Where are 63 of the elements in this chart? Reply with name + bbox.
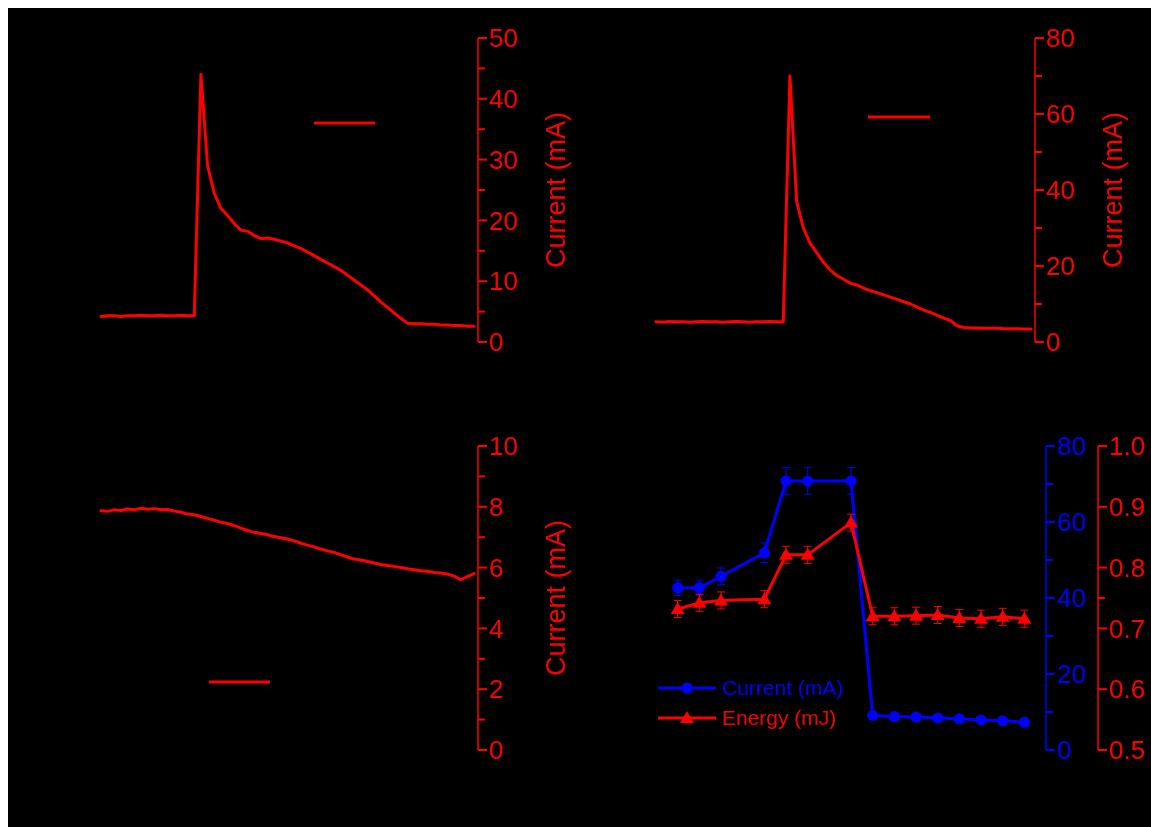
y-tick-label: 20 [1057, 659, 1086, 690]
y-tick-label: 0 [489, 327, 504, 358]
y-tick-label: 80 [1046, 23, 1075, 54]
point [865, 609, 880, 622]
point [1018, 716, 1030, 728]
point [997, 715, 1009, 727]
point [670, 601, 685, 614]
line-series [99, 72, 476, 328]
y-tick-label: 40 [1057, 583, 1086, 614]
point [867, 709, 879, 721]
y-tick-label: 20 [489, 205, 518, 236]
point [1017, 611, 1032, 624]
point [995, 609, 1010, 622]
y-tick-label: 8 [489, 491, 504, 522]
y-tick-label: 10 [489, 266, 518, 297]
point [802, 475, 814, 487]
point [715, 570, 727, 582]
point [887, 609, 902, 622]
y-tick-label: 60 [1046, 99, 1075, 130]
point [757, 592, 772, 605]
point [758, 547, 770, 559]
point [779, 547, 793, 560]
line-series [654, 74, 1033, 331]
point [952, 611, 967, 624]
point [910, 711, 922, 723]
point [780, 475, 792, 487]
point [909, 608, 923, 621]
point [844, 515, 858, 528]
y-tick-label: 0 [489, 735, 504, 766]
y-axis-title: Current (mA) [541, 519, 572, 677]
point [930, 608, 945, 621]
y-tick-label: 50 [489, 23, 518, 54]
point [714, 593, 728, 606]
point [888, 711, 900, 723]
legend-label: Energy (mJ) [722, 706, 837, 730]
y-tick-label: 80 [1057, 431, 1086, 462]
y-tick-label: 10 [489, 431, 518, 462]
point [953, 713, 965, 725]
y-tick-label: 40 [489, 83, 518, 114]
y-tick-label: 2 [489, 674, 504, 705]
y2-tick-label: 0.9 [1109, 491, 1146, 522]
y-axis-title: Current (mA) [541, 111, 572, 269]
y-tick-label: 4 [489, 613, 504, 644]
y-axis-title: Current (mA) [1098, 111, 1129, 269]
legend-label: Current (mA) [722, 676, 844, 700]
point [692, 595, 707, 608]
y-tick-label: 0 [1057, 735, 1072, 766]
y-tick-label: 0 [1046, 327, 1061, 358]
y-tick-label: 60 [1057, 507, 1086, 538]
y2-tick-label: 0.6 [1109, 674, 1146, 705]
y2-tick-label: 1.0 [1109, 431, 1146, 462]
point [974, 611, 988, 624]
y-tick-label: 40 [1046, 175, 1075, 206]
y-tick-label: 20 [1046, 251, 1075, 282]
y2-tick-label: 0.7 [1109, 613, 1146, 644]
point [975, 714, 987, 726]
point [932, 712, 944, 724]
y2-tick-label: 0.8 [1109, 552, 1146, 583]
y-tick-label: 6 [489, 552, 504, 583]
y-tick-label: 30 [489, 144, 518, 175]
point [845, 475, 857, 487]
point [800, 547, 815, 560]
y2-tick-label: 0.5 [1109, 735, 1146, 766]
